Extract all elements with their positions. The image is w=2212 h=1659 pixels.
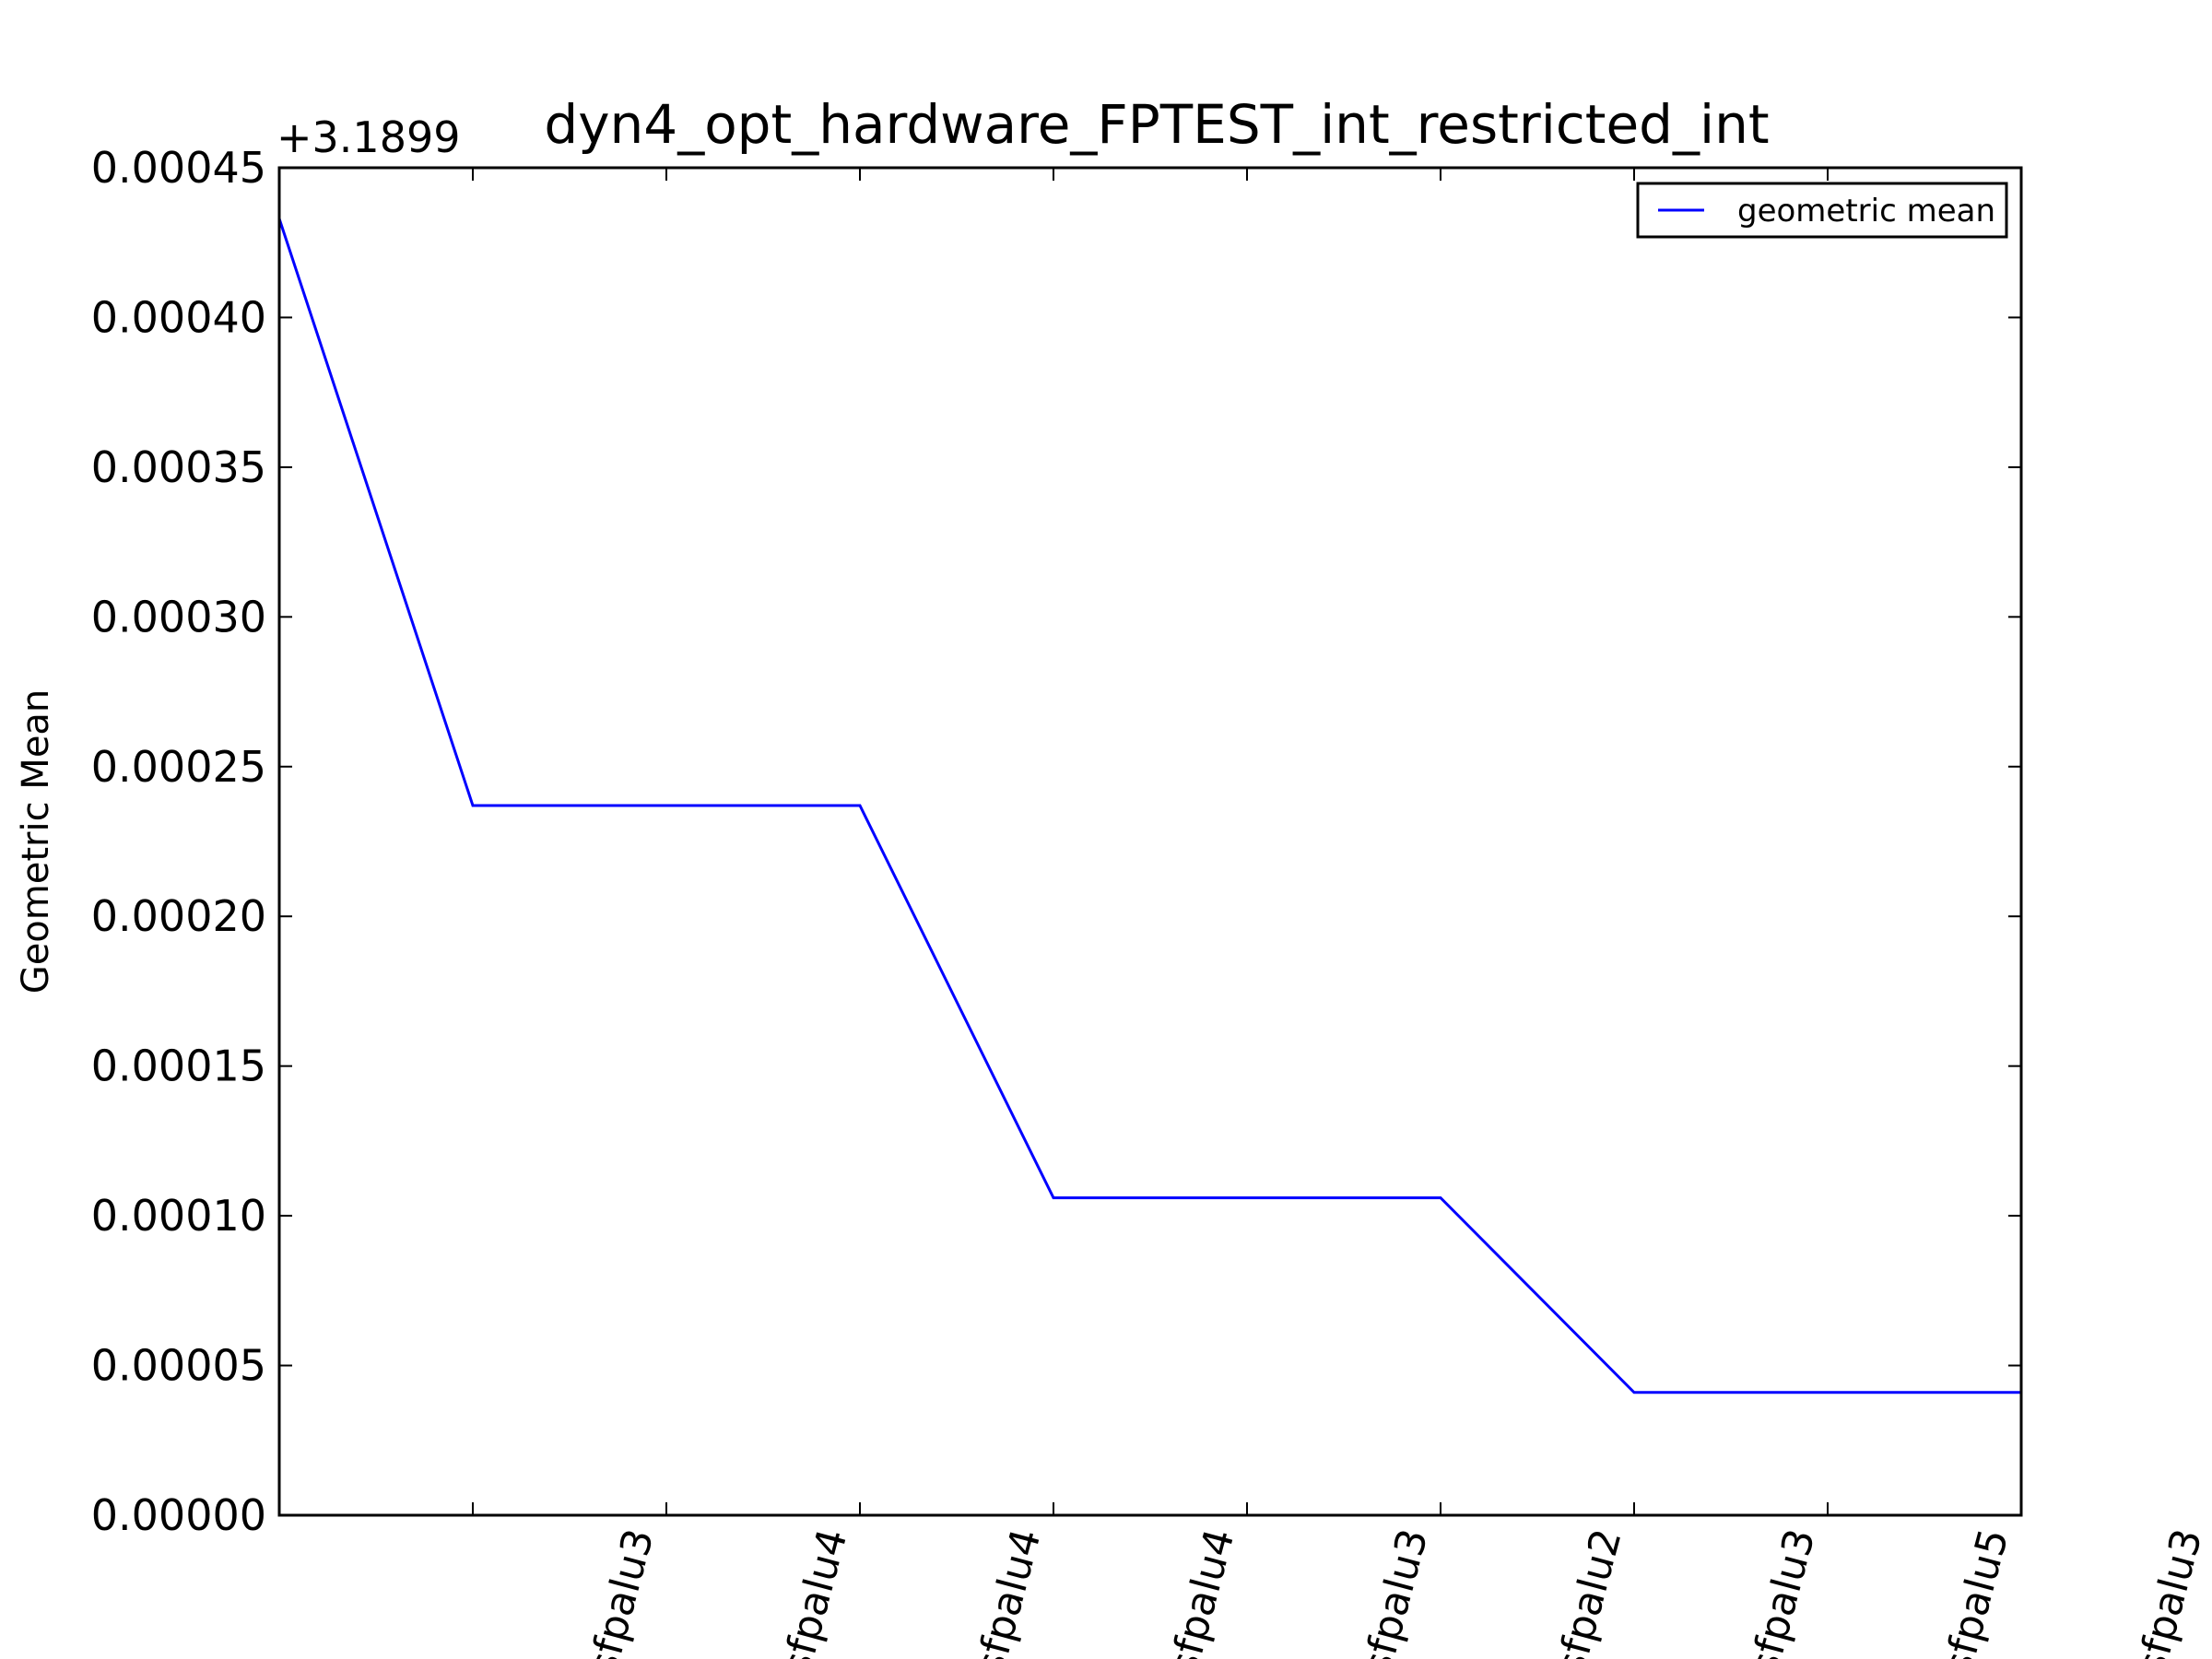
chart-title: dyn4_opt_hardware_FPTEST_int_restricted_… <box>544 93 1769 156</box>
y-tick-label: 0.00040 <box>91 292 266 342</box>
y-tick-label: 0.00045 <box>91 143 266 193</box>
offset-label: +3.1899 <box>276 112 461 162</box>
x-tick-label: sfpalu2 <box>1547 1524 1631 1659</box>
x-tick-label: sfpalu5 <box>1935 1524 2018 1659</box>
y-tick-label: 0.00035 <box>91 442 266 492</box>
y-tick-label: 0.00020 <box>91 891 266 941</box>
x-tick-label: sfpalu3 <box>1354 1524 1438 1659</box>
y-axis-label: Geometric Mean <box>15 689 57 994</box>
x-tick-label: sfpalu3 <box>1741 1524 1825 1659</box>
y-tick-label: 0.00025 <box>91 742 266 792</box>
x-tick-label: sfpalu3 <box>580 1524 664 1659</box>
y-tick-label: 0.00010 <box>91 1191 266 1241</box>
y-tick-label: 0.00000 <box>91 1490 266 1540</box>
y-tick-label: 0.00030 <box>91 592 266 641</box>
plot-frame <box>277 166 2023 1517</box>
x-tick-label: sfpalu3 <box>2128 1524 2212 1659</box>
x-tick-label: sfpalu4 <box>1160 1524 1244 1659</box>
y-tick-label: 0.00005 <box>91 1341 266 1391</box>
x-tick-label: sfpalu4 <box>773 1524 857 1659</box>
legend-label: geometric mean <box>1737 193 1995 229</box>
line-series <box>277 218 2021 1394</box>
y-tick-label: 0.00015 <box>91 1041 266 1091</box>
x-tick-label: sfpalu4 <box>967 1524 1051 1659</box>
